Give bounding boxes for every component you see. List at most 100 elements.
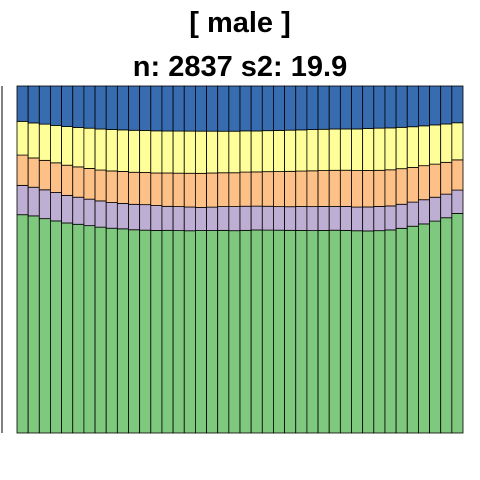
bar-segment-2-4 [27, 122, 40, 159]
bar-segment-11-1 [128, 229, 141, 434]
bar-segment-40-2 [451, 189, 464, 214]
bar-segment-2-1 [27, 215, 40, 434]
bar-segment-24-3 [273, 171, 286, 208]
bar-segment-37-3 [417, 165, 430, 201]
bar-segment-8-5 [94, 85, 107, 130]
bar-segment-16-1 [183, 230, 196, 434]
bar-segment-2-2 [27, 186, 40, 217]
bar-segment-17-2 [194, 207, 207, 231]
bar-segment-21-3 [239, 171, 252, 207]
bar-segment-19-2 [217, 206, 230, 231]
bar-segment-21-2 [239, 205, 252, 231]
bar-segment-25-1 [284, 229, 297, 434]
bar-segment-6-2 [72, 196, 85, 225]
bar-segment-11-5 [128, 85, 141, 131]
bar-segment-31-3 [351, 170, 364, 208]
bar-segment-12-4 [139, 130, 152, 173]
bar-segment-13-5 [150, 85, 163, 132]
bar-segment-29-1 [328, 229, 341, 434]
bar-segment-18-2 [206, 206, 219, 231]
bar-segment-24-5 [273, 85, 286, 131]
bar-segment-34-4 [384, 127, 397, 171]
bar-segment-23-2 [261, 205, 274, 231]
bar-segment-19-4 [217, 130, 230, 174]
bar-segment-18-4 [206, 130, 219, 174]
bar-segment-34-1 [384, 229, 397, 434]
bar-segment-19-3 [217, 172, 230, 207]
bar-segment-39-3 [440, 161, 453, 195]
bar-segment-7-2 [83, 198, 96, 227]
bar-segment-4-1 [50, 220, 63, 434]
bar-segment-5-1 [61, 222, 74, 434]
bar-segment-8-4 [94, 128, 107, 171]
bar-segment-27-3 [306, 170, 319, 208]
bar-segment-22-1 [250, 229, 263, 434]
bar-segment-1-4 [16, 120, 29, 156]
bar-segment-27-2 [306, 206, 319, 232]
bar-segment-12-3 [139, 172, 152, 206]
bar-segment-28-1 [317, 230, 330, 434]
bar-segment-7-4 [83, 127, 96, 169]
bar-segment-20-1 [228, 230, 241, 434]
bar-segment-22-5 [250, 85, 263, 132]
bar-segment-7-3 [83, 168, 96, 200]
bar-segment-30-1 [339, 230, 352, 434]
bar-segment-36-1 [406, 225, 419, 434]
bar-segment-4-3 [50, 162, 63, 193]
bar-segment-31-4 [351, 128, 364, 171]
bar-segment-6-4 [72, 127, 85, 168]
bar-segment-31-5 [351, 85, 364, 130]
bar-segment-39-5 [440, 85, 453, 125]
bar-segment-13-4 [150, 130, 163, 174]
bar-segment-13-1 [150, 230, 163, 434]
bar-segment-10-5 [116, 85, 129, 131]
bar-segment-30-4 [339, 128, 352, 171]
bar-segment-11-3 [128, 171, 141, 205]
bar-segment-20-3 [228, 172, 241, 207]
bar-segment-9-5 [105, 85, 118, 130]
bar-segment-28-3 [317, 170, 330, 207]
bar-segment-40-5 [451, 85, 464, 124]
bar-segment-34-5 [384, 85, 397, 129]
bar-segment-4-5 [50, 85, 63, 126]
bar-segment-30-5 [339, 85, 352, 130]
bar-segment-11-4 [128, 129, 141, 173]
bar-segment-14-4 [161, 130, 174, 174]
bar-segment-33-4 [373, 127, 386, 171]
bar-segment-3-4 [38, 123, 51, 161]
bar-segment-18-1 [206, 230, 219, 434]
bar-segment-32-5 [362, 85, 375, 129]
bar-segment-40-1 [451, 213, 464, 434]
bar-segment-20-5 [228, 85, 241, 132]
bar-segment-11-2 [128, 203, 141, 231]
bar-segment-1-2 [16, 184, 29, 216]
bar-segment-13-2 [150, 205, 163, 231]
bar-segment-32-4 [362, 128, 375, 171]
bar-segment-7-1 [83, 225, 96, 434]
bar-segment-36-5 [406, 85, 419, 128]
bar-segment-38-2 [429, 196, 442, 222]
bar-segment-19-1 [217, 229, 230, 434]
bar-segment-24-2 [273, 206, 286, 231]
bar-segment-8-2 [94, 200, 107, 228]
bar-segment-33-1 [373, 230, 386, 434]
bar-segment-16-3 [183, 172, 196, 208]
bar-segment-38-4 [429, 124, 442, 165]
bar-segment-17-3 [194, 172, 207, 208]
bar-segment-29-5 [328, 85, 341, 130]
bar-segment-9-4 [105, 129, 118, 172]
bar-segment-5-3 [61, 164, 74, 196]
bar-segment-26-1 [295, 230, 308, 434]
bar-segment-3-1 [38, 218, 51, 434]
bar-segment-23-4 [261, 130, 274, 173]
bar-segment-36-3 [406, 167, 419, 203]
bar-segment-23-1 [261, 229, 274, 434]
bar-segment-16-4 [183, 130, 196, 174]
bar-segment-17-5 [194, 85, 207, 132]
bar-segment-3-2 [38, 189, 51, 220]
bar-segment-10-2 [116, 203, 129, 230]
bar-segment-38-5 [429, 85, 442, 126]
bar-segment-2-5 [27, 85, 40, 124]
bar-segment-32-2 [362, 206, 375, 232]
bar-segment-15-2 [172, 206, 185, 232]
